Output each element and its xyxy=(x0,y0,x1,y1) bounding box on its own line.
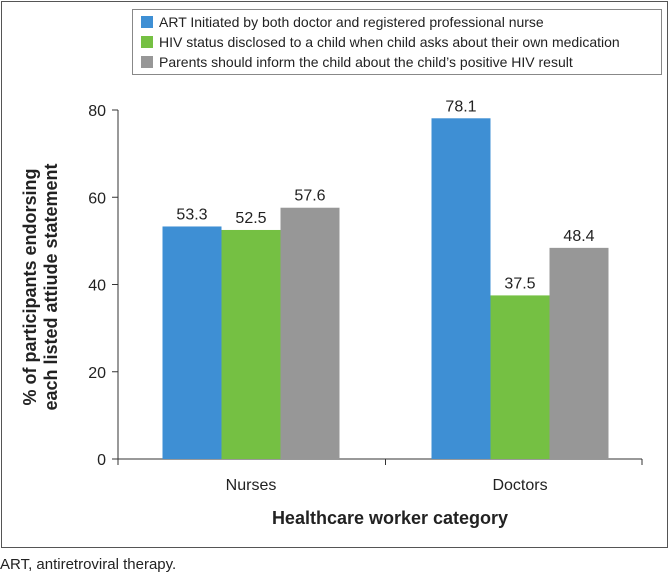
data-label: 52.5 xyxy=(235,210,266,227)
data-label: 78.1 xyxy=(445,98,476,115)
legend-item-art-initiated: ART Initiated by both doctor and registe… xyxy=(141,12,661,32)
y-tick-label: 60 xyxy=(88,190,106,207)
data-label: 37.5 xyxy=(504,275,535,292)
legend-item-hiv-status-disclosed: HIV status disclosed to a child when chi… xyxy=(141,32,661,52)
y-tick-label: 20 xyxy=(88,365,106,382)
x-axis-label: Healthcare worker category xyxy=(271,508,509,528)
data-label: 53.3 xyxy=(176,206,207,223)
y-tick-label: 80 xyxy=(88,103,106,120)
bar-doctors-series-2 xyxy=(490,295,550,459)
data-label: 57.6 xyxy=(294,188,325,205)
x-tick-label: Doctors xyxy=(492,477,547,494)
bar-nurses-series-3 xyxy=(280,207,340,459)
bar-nurses-series-1 xyxy=(162,226,222,459)
legend-item-parents-inform: Parents should inform the child about th… xyxy=(141,52,661,72)
x-tick-label: Nurses xyxy=(226,477,277,494)
data-label: 48.4 xyxy=(563,228,594,245)
legend-label: HIV status disclosed to a child when chi… xyxy=(159,34,620,50)
y-tick-label: 40 xyxy=(88,278,106,295)
chart-data-labels: 53.3 52.5 57.6 78.1 37.5 48.4 xyxy=(176,98,594,292)
chart-bars xyxy=(162,118,609,459)
y-tick-label: 0 xyxy=(97,452,106,469)
legend-label: ART Initiated by both doctor and registe… xyxy=(159,14,544,30)
bar-doctors-series-3 xyxy=(549,247,609,459)
legend-swatch-green xyxy=(141,36,153,48)
chart-legend: ART Initiated by both doctor and registe… xyxy=(132,9,662,75)
bar-nurses-series-2 xyxy=(221,229,281,459)
legend-swatch-blue xyxy=(141,16,153,28)
figure-caption: ART, antiretroviral therapy. xyxy=(0,556,177,573)
y-axis-label: % of participants endorsing each listed … xyxy=(20,137,64,437)
y-axis-label-line1: % of participants endorsing xyxy=(20,168,40,406)
legend-swatch-gray xyxy=(141,56,153,68)
legend-label: Parents should inform the child about th… xyxy=(159,54,573,70)
bar-doctors-series-1 xyxy=(431,118,491,459)
y-axis-label-line2: each listed attiude statement xyxy=(41,163,61,411)
